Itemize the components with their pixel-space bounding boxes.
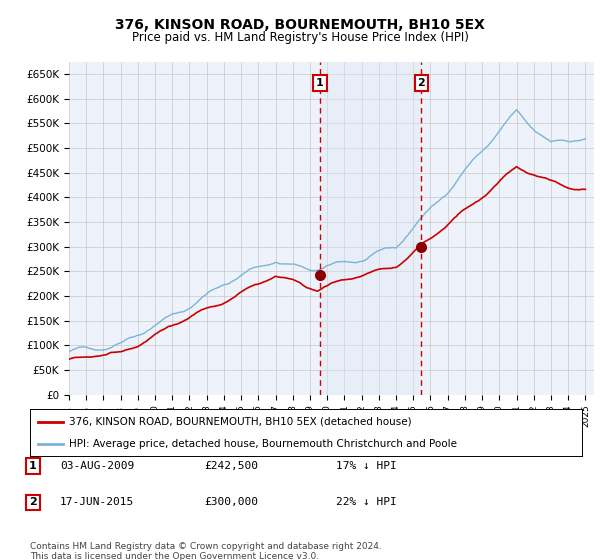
Text: £242,500: £242,500 (204, 461, 258, 471)
Text: HPI: Average price, detached house, Bournemouth Christchurch and Poole: HPI: Average price, detached house, Bour… (68, 438, 457, 449)
Text: 03-AUG-2009: 03-AUG-2009 (60, 461, 134, 471)
Text: 1: 1 (29, 461, 37, 471)
Text: 376, KINSON ROAD, BOURNEMOUTH, BH10 5EX (detached house): 376, KINSON ROAD, BOURNEMOUTH, BH10 5EX … (68, 417, 411, 427)
Text: 22% ↓ HPI: 22% ↓ HPI (336, 497, 397, 507)
Text: Price paid vs. HM Land Registry's House Price Index (HPI): Price paid vs. HM Land Registry's House … (131, 31, 469, 44)
Text: 1: 1 (316, 78, 324, 88)
Text: 2: 2 (29, 497, 37, 507)
Text: Contains HM Land Registry data © Crown copyright and database right 2024.
This d: Contains HM Land Registry data © Crown c… (30, 542, 382, 560)
Text: 376, KINSON ROAD, BOURNEMOUTH, BH10 5EX: 376, KINSON ROAD, BOURNEMOUTH, BH10 5EX (115, 18, 485, 32)
Text: 2: 2 (418, 78, 425, 88)
Text: 17-JUN-2015: 17-JUN-2015 (60, 497, 134, 507)
Bar (320, 62, 421, 395)
Text: 17% ↓ HPI: 17% ↓ HPI (336, 461, 397, 471)
Text: £300,000: £300,000 (204, 497, 258, 507)
